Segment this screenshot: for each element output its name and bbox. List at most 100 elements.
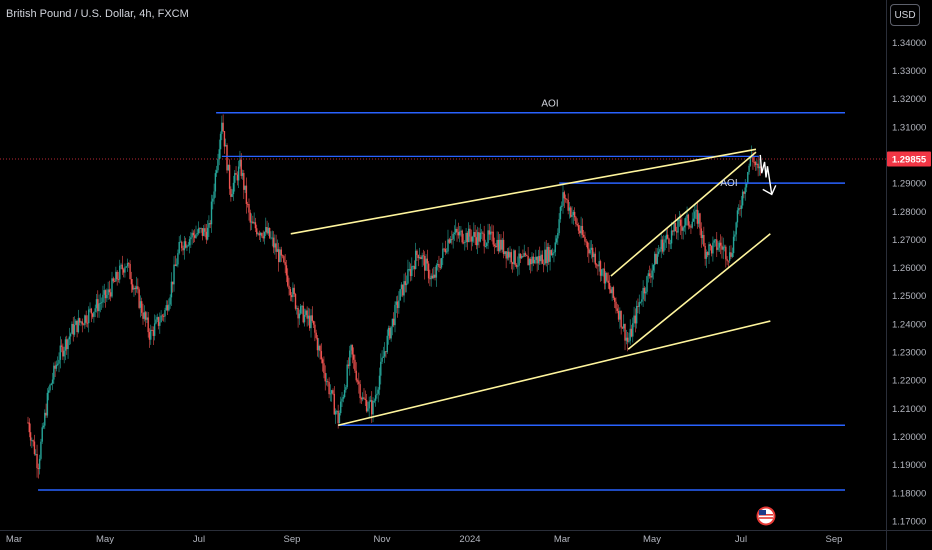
candle-body bbox=[263, 231, 266, 239]
candle-body bbox=[46, 392, 49, 416]
candle-body bbox=[307, 315, 310, 319]
candle-body bbox=[624, 323, 626, 341]
candle-body bbox=[314, 324, 316, 333]
candle-body bbox=[679, 219, 682, 226]
candle-body bbox=[477, 232, 479, 246]
candle-body bbox=[616, 308, 618, 311]
candle-body bbox=[166, 305, 169, 311]
candle-body bbox=[705, 252, 708, 259]
candle-body bbox=[685, 217, 687, 226]
candle-body bbox=[376, 393, 378, 396]
candle-body bbox=[566, 199, 568, 200]
candle-body bbox=[318, 345, 320, 351]
candle-body bbox=[697, 213, 700, 224]
candle-body bbox=[652, 264, 655, 271]
candle-body bbox=[91, 313, 94, 317]
candle-body bbox=[190, 237, 192, 240]
candle-body bbox=[611, 287, 613, 294]
candle-body bbox=[237, 166, 240, 181]
candle-body bbox=[244, 185, 246, 190]
candle-body bbox=[197, 228, 200, 234]
candle-body bbox=[430, 275, 432, 280]
candle-body bbox=[298, 313, 301, 319]
candle-body bbox=[722, 246, 724, 250]
candle-body bbox=[594, 253, 597, 265]
x-tick-label: Mar bbox=[554, 534, 570, 545]
candle-body bbox=[563, 192, 565, 199]
candle-body bbox=[456, 228, 458, 233]
candle-body bbox=[713, 240, 715, 243]
candle-body bbox=[732, 236, 735, 254]
candle-body bbox=[491, 231, 493, 233]
candle-body bbox=[195, 234, 197, 238]
x-tick-label: May bbox=[643, 534, 661, 545]
candle-body bbox=[225, 145, 227, 147]
candle-body bbox=[535, 256, 537, 260]
candle-body bbox=[67, 339, 69, 350]
candle-body bbox=[509, 252, 511, 258]
candle-body bbox=[511, 262, 514, 265]
candle-body bbox=[520, 256, 523, 259]
candle-body bbox=[424, 255, 426, 271]
candle-body bbox=[457, 232, 460, 236]
candle-body bbox=[544, 249, 546, 265]
candle-body bbox=[686, 214, 688, 218]
x-tick-label: Nov bbox=[374, 534, 391, 545]
candle-body bbox=[554, 242, 556, 253]
candle-body bbox=[358, 381, 360, 385]
candle-body bbox=[99, 302, 102, 304]
candle-body bbox=[656, 254, 659, 264]
candle-body bbox=[704, 246, 706, 259]
candle-body bbox=[386, 335, 388, 353]
candle-body bbox=[170, 281, 173, 298]
y-tick-label: 1.21000 bbox=[892, 404, 926, 415]
candle-body bbox=[227, 164, 230, 171]
candle-body bbox=[201, 228, 204, 236]
candle-body bbox=[350, 345, 352, 351]
candle-body bbox=[380, 361, 382, 376]
candle-body bbox=[479, 232, 481, 242]
candle-body bbox=[230, 188, 232, 197]
candle-body bbox=[162, 315, 165, 317]
candle-body bbox=[94, 308, 96, 312]
candle-body bbox=[756, 163, 758, 165]
candle-body bbox=[175, 264, 178, 266]
candle-body bbox=[71, 323, 73, 334]
candle-body bbox=[306, 310, 308, 319]
candle-body bbox=[212, 198, 214, 202]
candle-body bbox=[460, 230, 462, 232]
candle-body bbox=[646, 276, 648, 292]
candle-body bbox=[602, 268, 604, 270]
candle-body bbox=[115, 271, 117, 282]
candle-body bbox=[95, 299, 98, 309]
candle-body bbox=[200, 228, 202, 229]
candle-body bbox=[664, 239, 666, 243]
x-tick-label: Mar bbox=[6, 534, 22, 545]
us-flag-icon[interactable] bbox=[756, 506, 776, 526]
candle-body bbox=[601, 269, 603, 276]
candle-body bbox=[126, 263, 129, 267]
projection-arrow-head bbox=[762, 185, 777, 196]
candle-body bbox=[319, 345, 321, 352]
candle-body bbox=[311, 315, 313, 321]
lower-channel-line bbox=[337, 320, 771, 427]
candle-body bbox=[483, 233, 485, 247]
y-tick-label: 1.26000 bbox=[892, 263, 926, 274]
chart-title: British Pound / U.S. Dollar, 4h, FXCM bbox=[6, 8, 189, 20]
candle-body bbox=[674, 222, 677, 232]
candle-body bbox=[329, 393, 332, 395]
candle-body bbox=[243, 173, 245, 190]
candle-body bbox=[210, 201, 213, 225]
candle-body bbox=[354, 359, 356, 371]
candle-body bbox=[172, 281, 174, 285]
candle-body bbox=[169, 297, 171, 305]
candle-body bbox=[199, 228, 201, 230]
candle-body bbox=[391, 318, 394, 327]
currency-button[interactable]: USD bbox=[890, 4, 920, 26]
candle-body bbox=[736, 210, 739, 223]
candle-body bbox=[590, 247, 593, 250]
candle-body bbox=[486, 243, 488, 247]
candle-body bbox=[68, 336, 71, 340]
candle-body bbox=[758, 166, 761, 169]
